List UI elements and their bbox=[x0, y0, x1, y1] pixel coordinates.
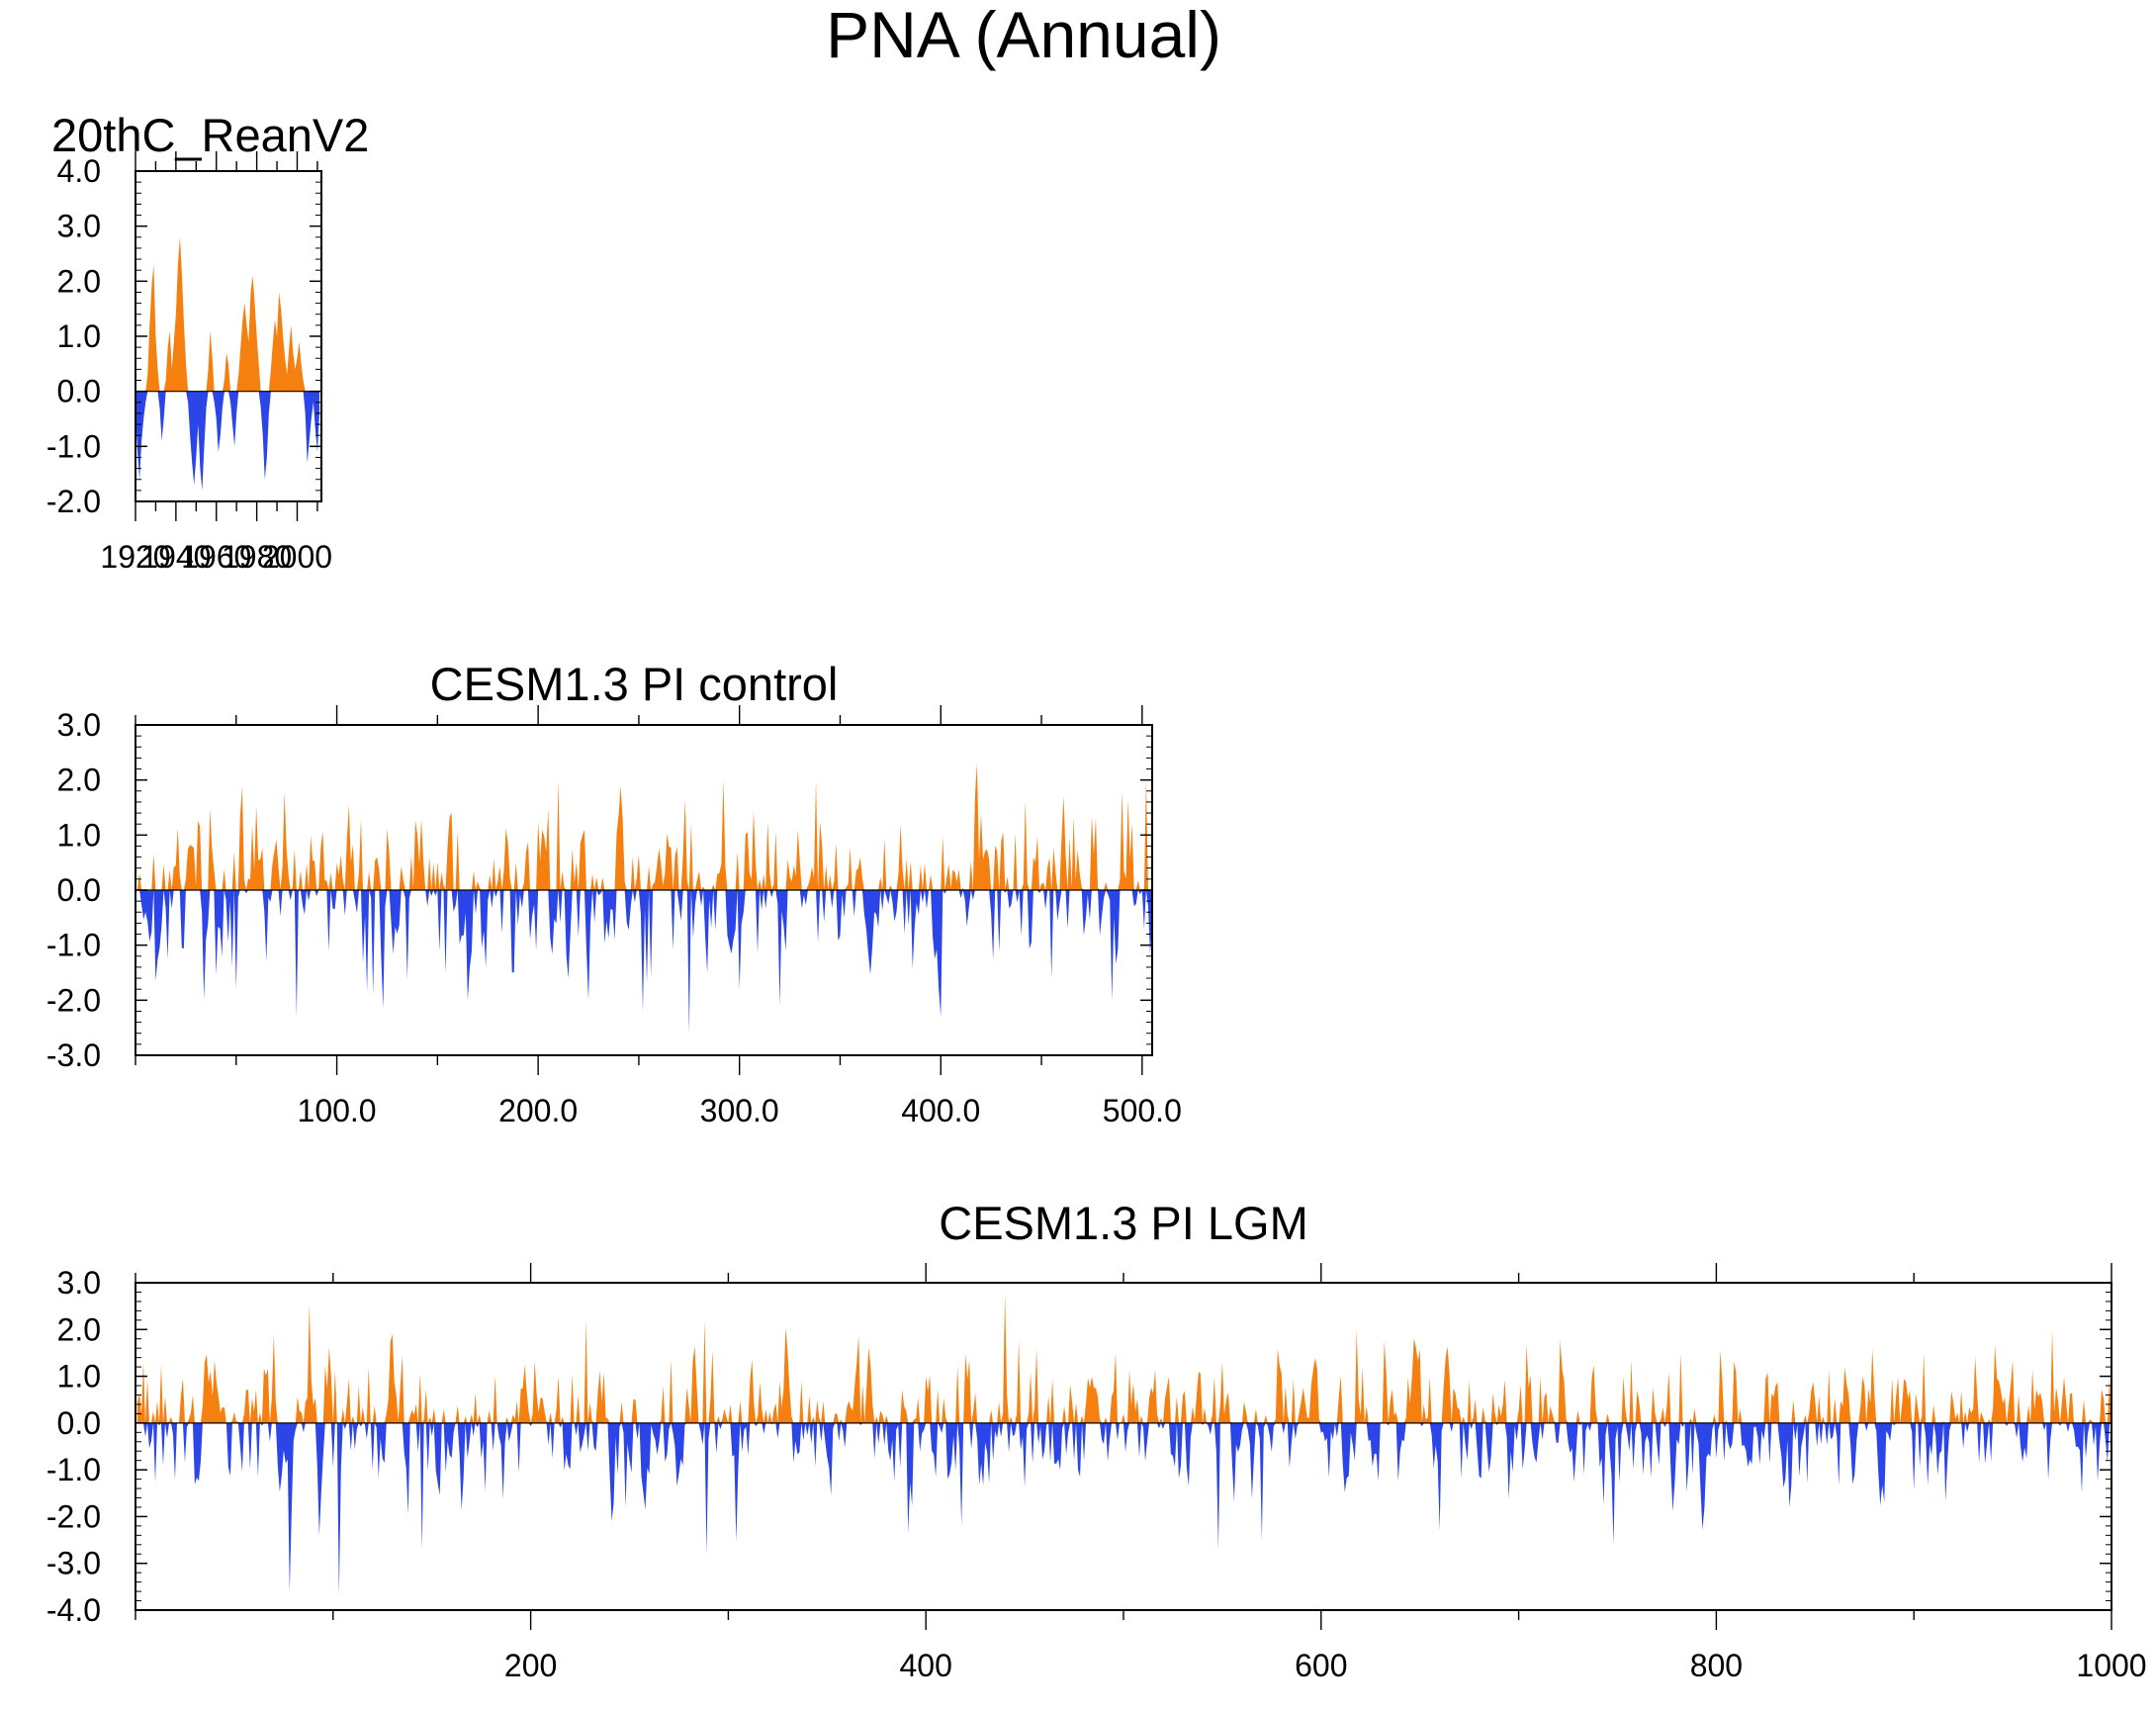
y-tick-label: 2.0 bbox=[57, 263, 101, 299]
y-tick-label: 4.0 bbox=[57, 153, 101, 189]
panel-title-pi-lgm: CESM1.3 PI LGM bbox=[939, 1197, 1308, 1249]
y-tick-label: 3.0 bbox=[57, 1265, 101, 1301]
x-tick-label: 200.0 bbox=[498, 1093, 578, 1128]
y-tick-label: 3.0 bbox=[57, 707, 101, 743]
y-tick-label: 0.0 bbox=[57, 1405, 101, 1441]
x-tick-label: 400 bbox=[900, 1648, 952, 1683]
y-tick-label: -1.0 bbox=[46, 1452, 101, 1487]
y-tick-label: -2.0 bbox=[46, 484, 101, 519]
y-tick-label: 0.0 bbox=[57, 872, 101, 908]
y-tick-label: 1.0 bbox=[57, 318, 101, 354]
negative-anomaly-area bbox=[135, 391, 319, 491]
y-tick-label: -3.0 bbox=[46, 1546, 101, 1581]
y-tick-label: 2.0 bbox=[57, 763, 101, 798]
x-tick-label: 100.0 bbox=[298, 1093, 377, 1128]
x-tick-label: 1980 bbox=[222, 539, 292, 575]
x-tick-label: 2000 bbox=[262, 539, 332, 575]
y-tick-label: -4.0 bbox=[46, 1592, 101, 1628]
positive-anomaly-area bbox=[137, 1292, 2111, 1423]
x-tick-label: 300.0 bbox=[700, 1093, 779, 1128]
y-tick-label: 3.0 bbox=[57, 209, 101, 244]
panel-pi-lgm: CESM1.3 PI LGM -4.0 -3.0 -2.0 -1.0 0.0 1.0 2.0… bbox=[46, 1197, 2147, 1683]
panel-title-pi-control: CESM1.3 PI control bbox=[430, 658, 839, 710]
y-tick-label: -2.0 bbox=[46, 1498, 101, 1534]
negative-anomaly-area bbox=[137, 1422, 2111, 1596]
y-tick-label: -1.0 bbox=[46, 928, 101, 963]
x-tick-label: 1920 bbox=[100, 539, 170, 575]
panel-title-20thc-reanv2: 20thC_ReanV2 bbox=[51, 109, 369, 161]
panel-pi-control: CESM1.3 PI control -3.0 -2.0 -1.0 0.0 1.0 2.0… bbox=[46, 658, 1182, 1128]
x-tick-label: 500.0 bbox=[1103, 1093, 1182, 1128]
panel-20thc-reanv2: 20thC_ReanV2 -2.0 -1.0 0.0 1.0 2.0 3.0 4.0 1920… bbox=[46, 109, 370, 575]
plot-frame bbox=[135, 170, 322, 502]
x-tick-label: 800 bbox=[1690, 1648, 1743, 1683]
y-tick-label: -2.0 bbox=[46, 982, 101, 1018]
y-tick-label: 1.0 bbox=[57, 817, 101, 853]
positive-anomaly-area bbox=[135, 236, 319, 392]
x-tick-label: 200 bbox=[504, 1648, 557, 1683]
y-tick-label: -1.0 bbox=[46, 428, 101, 464]
figure-title: PNA (Annual) bbox=[826, 0, 1221, 71]
y-tick-label: 0.0 bbox=[57, 374, 101, 409]
positive-anomaly-area bbox=[137, 763, 1152, 890]
plot-frame bbox=[135, 1282, 2112, 1611]
y-tick-label: 1.0 bbox=[57, 1359, 101, 1395]
negative-anomaly-area bbox=[137, 890, 1152, 1034]
x-tick-label: 1000 bbox=[2076, 1648, 2146, 1683]
x-tick-label: 600 bbox=[1295, 1648, 1347, 1683]
x-tick-label: 1960 bbox=[181, 539, 251, 575]
x-tick-label: 400.0 bbox=[901, 1093, 980, 1128]
y-tick-label: -3.0 bbox=[46, 1037, 101, 1073]
y-tick-label: 2.0 bbox=[57, 1311, 101, 1347]
x-tick-label: 1940 bbox=[140, 539, 211, 575]
